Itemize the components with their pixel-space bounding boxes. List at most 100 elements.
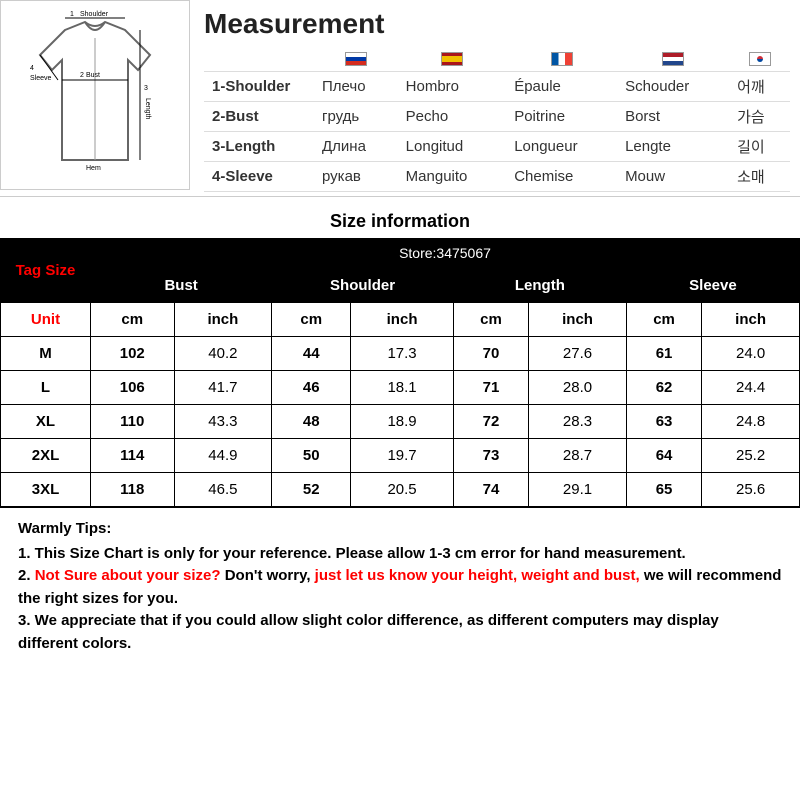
value-cell: 44.9 <box>174 439 272 473</box>
group-header: Sleeve <box>626 269 799 303</box>
value-cell: 18.9 <box>351 405 454 439</box>
group-header: Bust <box>91 269 272 303</box>
trans-label: 1-Shoulder <box>204 72 314 102</box>
value-cell: 17.3 <box>351 337 454 371</box>
trans-cell: Плечо <box>314 72 398 102</box>
diagram-label: 3 <box>144 85 148 92</box>
diagram-label: 4 <box>30 65 34 72</box>
diagram-label: Shoulder <box>80 11 109 18</box>
value-cell: 29.1 <box>529 473 627 507</box>
value-cell: 41.7 <box>174 371 272 405</box>
value-cell: 70 <box>453 337 528 371</box>
trans-cell: Épaule <box>506 72 617 102</box>
diagram-label: Length <box>144 98 151 120</box>
diagram-label: Bust <box>86 72 100 79</box>
value-cell: 46 <box>272 371 351 405</box>
shirt-diagram: 1 Shoulder 2 Bust 3 Length 4 Sleeve Hem <box>0 0 190 190</box>
flag-fr-icon <box>551 52 573 66</box>
value-cell: 28.7 <box>529 439 627 473</box>
trans-cell: Schouder <box>617 72 729 102</box>
value-cell: 64 <box>626 439 701 473</box>
trans-label: 2-Bust <box>204 102 314 132</box>
value-cell: 62 <box>626 371 701 405</box>
unit-col: inch <box>529 303 627 337</box>
unit-col: cm <box>272 303 351 337</box>
trans-cell: 어깨 <box>729 72 790 102</box>
flag-ru-icon <box>345 52 367 66</box>
value-cell: 118 <box>91 473 175 507</box>
value-cell: 110 <box>91 405 175 439</box>
trans-label: 4-Sleeve <box>204 162 314 192</box>
value-cell: 46.5 <box>174 473 272 507</box>
measurement-block: 1 Shoulder 2 Bust 3 Length 4 Sleeve Hem … <box>0 0 800 197</box>
trans-cell: Borst <box>617 102 729 132</box>
table-row: L10641.74618.17128.06224.4 <box>1 371 800 405</box>
trans-cell: Longueur <box>506 132 617 162</box>
value-cell: 25.2 <box>702 439 800 473</box>
tag-size-header: Tag Size <box>1 239 91 303</box>
store-line: Store:3475067 <box>399 245 491 261</box>
size-cell: L <box>1 371 91 405</box>
unit-header: Unit <box>1 303 91 337</box>
tip-1: 1. This Size Chart is only for your refe… <box>18 543 782 566</box>
value-cell: 52 <box>272 473 351 507</box>
value-cell: 71 <box>453 371 528 405</box>
value-cell: 18.1 <box>351 371 454 405</box>
trans-cell: грудь <box>314 102 398 132</box>
size-cell: XL <box>1 405 91 439</box>
value-cell: 43.3 <box>174 405 272 439</box>
table-row: M10240.24417.37027.66124.0 <box>1 337 800 371</box>
value-cell: 114 <box>91 439 175 473</box>
diagram-label: 1 <box>70 11 74 18</box>
diagram-label: Sleeve <box>30 75 52 82</box>
value-cell: 44 <box>272 337 351 371</box>
trans-label: 3-Length <box>204 132 314 162</box>
value-cell: 20.5 <box>351 473 454 507</box>
value-cell: 24.8 <box>702 405 800 439</box>
tip-3: 3. We appreciate that if you could allow… <box>18 610 782 655</box>
group-header: Shoulder <box>272 269 454 303</box>
measurement-title: Measurement <box>204 8 790 40</box>
value-cell: 19.7 <box>351 439 454 473</box>
diagram-label: 2 <box>80 72 84 79</box>
table-row: XL11043.34818.97228.36324.8 <box>1 405 800 439</box>
unit-col: inch <box>174 303 272 337</box>
table-row: 2XL11444.95019.77328.76425.2 <box>1 439 800 473</box>
unit-col: cm <box>626 303 701 337</box>
trans-cell: 소매 <box>729 162 790 192</box>
trans-cell: Mouw <box>617 162 729 192</box>
value-cell: 27.6 <box>529 337 627 371</box>
trans-cell: Poitrine <box>506 102 617 132</box>
unit-col: cm <box>91 303 175 337</box>
unit-col: cm <box>453 303 528 337</box>
flag-kr-icon <box>749 52 771 66</box>
value-cell: 48 <box>272 405 351 439</box>
value-cell: 24.4 <box>702 371 800 405</box>
value-cell: 50 <box>272 439 351 473</box>
trans-cell: Hombro <box>398 72 507 102</box>
value-cell: 65 <box>626 473 701 507</box>
size-cell: M <box>1 337 91 371</box>
measurement-translations: Measurement 1-Shoulder Плечо Hombro Épau… <box>190 0 800 196</box>
size-cell: 3XL <box>1 473 91 507</box>
value-cell: 25.6 <box>702 473 800 507</box>
translation-table: 1-Shoulder Плечо Hombro Épaule Schouder … <box>204 46 790 192</box>
size-info-heading: Size information <box>0 197 800 238</box>
unit-col: inch <box>351 303 454 337</box>
trans-cell: 가슴 <box>729 102 790 132</box>
size-table: Tag Size Store:3475067 Bust Shoulder Len… <box>0 238 800 507</box>
trans-cell: 길이 <box>729 132 790 162</box>
value-cell: 28.3 <box>529 405 627 439</box>
value-cell: 102 <box>91 337 175 371</box>
diagram-label: Hem <box>86 165 101 172</box>
table-row: 3XL11846.55220.57429.16525.6 <box>1 473 800 507</box>
trans-cell: Manguito <box>398 162 507 192</box>
value-cell: 73 <box>453 439 528 473</box>
tips-title: Warmly Tips: <box>18 518 782 541</box>
flag-nl-icon <box>662 52 684 66</box>
value-cell: 61 <box>626 337 701 371</box>
group-header: Length <box>453 269 626 303</box>
warmly-tips: Warmly Tips: 1. This Size Chart is only … <box>0 507 800 685</box>
value-cell: 106 <box>91 371 175 405</box>
size-cell: 2XL <box>1 439 91 473</box>
